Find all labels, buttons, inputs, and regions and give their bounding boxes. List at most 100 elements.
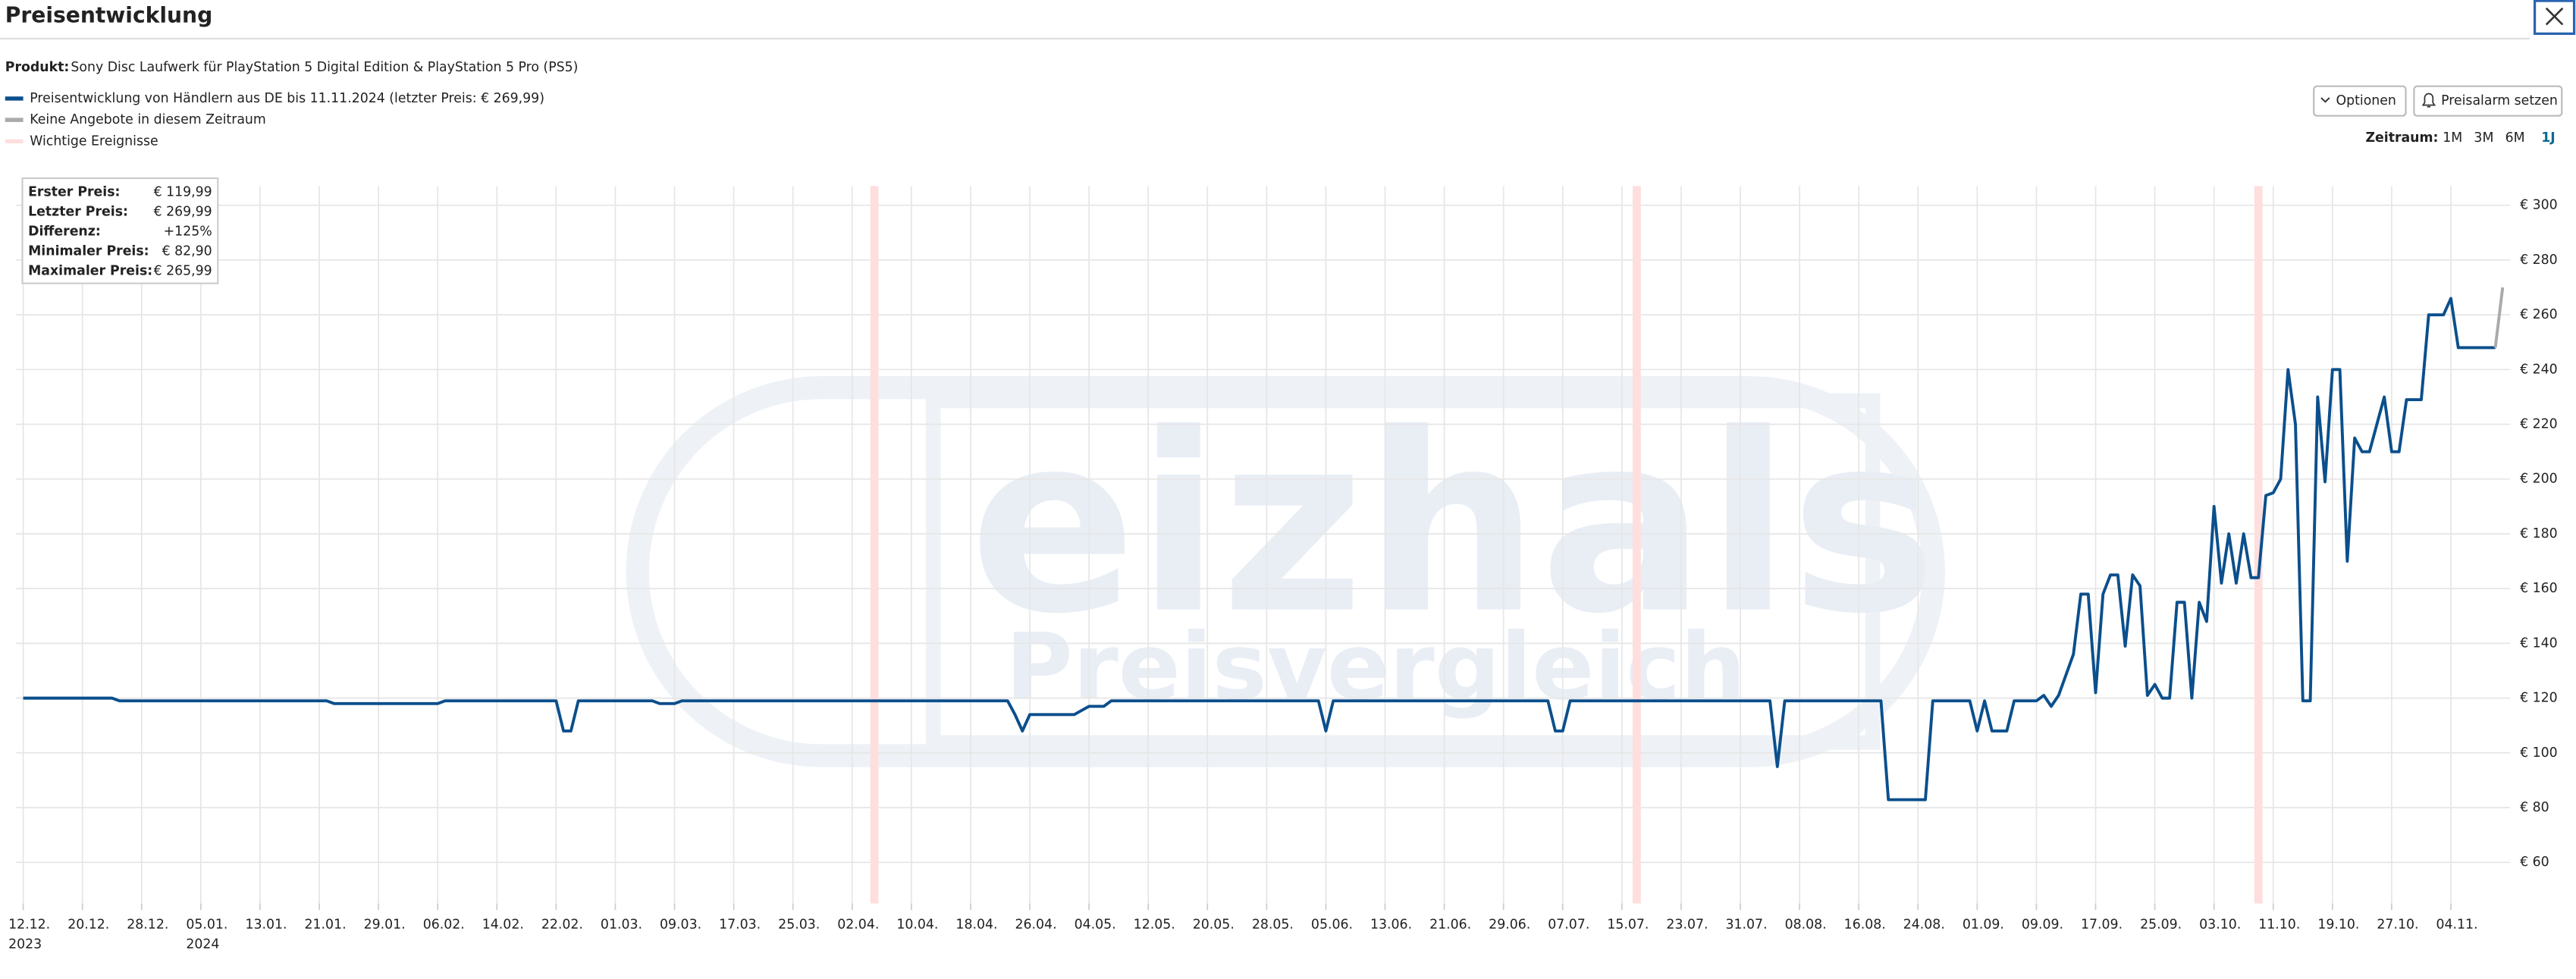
x-tick-label: 09.09. — [2022, 918, 2063, 933]
stats-value: +125% — [164, 224, 212, 239]
y-tick-label: € 200 — [2520, 472, 2558, 487]
x-tick-label: 09.03. — [660, 918, 701, 933]
range-option[interactable]: 1M — [2443, 130, 2462, 146]
x-tick-label: 08.08. — [1785, 918, 1827, 933]
y-tick-label: € 100 — [2520, 745, 2558, 761]
x-tick-label: 26.04. — [1015, 918, 1057, 933]
x-tick-label: 28.05. — [1252, 918, 1294, 933]
x-tick-year: 2024 — [186, 937, 219, 952]
price-line — [23, 297, 2496, 802]
y-tick-label: € 160 — [2520, 581, 2558, 596]
range-option-active[interactable]: 1J — [2541, 130, 2556, 146]
stats-key: Letzter Preis: — [28, 204, 128, 219]
x-tick-label: 17.03. — [719, 918, 761, 933]
x-tick-label: 25.09. — [2140, 918, 2182, 933]
lines — [23, 287, 2505, 802]
legend-label: Preisentwicklung von Händlern aus DE bis… — [30, 91, 544, 106]
x-tick-label: 06.02. — [423, 918, 465, 933]
x-tick-label: 20.05. — [1193, 918, 1235, 933]
x-tick-label: 29.06. — [1489, 918, 1530, 933]
x-tick-label: 19.10. — [2317, 918, 2359, 933]
x-tick-label: 05.01. — [186, 918, 227, 933]
legend-label: Wichtige Ereignisse — [30, 133, 158, 149]
stats-key: Maximaler Preis: — [28, 263, 152, 278]
legend-label: Keine Angebote in diesem Zeitraum — [30, 112, 266, 127]
x-tick-label: 14.02. — [482, 918, 524, 933]
x-tick-label: 07.07. — [1548, 918, 1589, 933]
button-label[interactable]: Preisalarm setzen — [2441, 93, 2558, 108]
x-tick-label: 23.07. — [1666, 918, 1708, 933]
y-tick-label: € 60 — [2520, 855, 2549, 870]
x-tick-year: 2023 — [8, 937, 42, 952]
y-tick-label: € 220 — [2520, 417, 2558, 432]
stats-box: Erster Preis: € 119,99 Letzter Preis: € 269… — [21, 177, 219, 284]
stats-value: € 119,99 — [154, 184, 212, 199]
x-tick-label: 27.10. — [2377, 918, 2418, 933]
stats-frame — [21, 177, 219, 284]
button-frame[interactable] — [2413, 85, 2563, 117]
stats-value: € 265,99 — [154, 263, 212, 278]
x-tick-label: 13.06. — [1370, 918, 1412, 933]
x-tick-label: 21.01. — [305, 918, 347, 933]
x-tick-label: 01.09. — [1963, 918, 2004, 933]
product-name: Sony Disc Laufwerk für PlayStation 5 Dig… — [71, 60, 578, 75]
y-tick-label: € 120 — [2520, 691, 2558, 706]
range-label: Zeitraum: — [2365, 130, 2438, 146]
x-tick-label: 04.05. — [1075, 918, 1116, 933]
x-tick-label: 28.12. — [127, 918, 168, 933]
y-tick-label: € 140 — [2520, 635, 2558, 651]
x-tick-label: 02.04. — [837, 918, 879, 933]
x-tick-label: 17.09. — [2081, 918, 2123, 933]
alarm-button[interactable]: Preisalarm setzen — [2413, 85, 2563, 117]
x-tick-label: 03.10. — [2199, 918, 2241, 933]
x-tick-label: 15.07. — [1607, 918, 1649, 933]
event-band — [1632, 186, 1641, 904]
x-tick-label: 13.01. — [245, 918, 287, 933]
price-line — [2493, 287, 2505, 348]
x-tick-label: 29.01. — [364, 918, 406, 933]
x-tick-label: 04.11. — [2436, 918, 2478, 933]
x-tick-label: 16.08. — [1844, 918, 1886, 933]
x-tick-label: 24.08. — [1903, 918, 1945, 933]
close-icon[interactable] — [2545, 7, 2564, 26]
range-option[interactable]: 3M — [2474, 130, 2493, 146]
x-tick-label: 12.12. — [8, 918, 50, 933]
event-band — [870, 186, 879, 904]
bell-icon[interactable] — [2421, 93, 2436, 108]
event-band — [2254, 186, 2263, 904]
events — [870, 186, 2263, 904]
x-tick-label: 22.02. — [541, 918, 583, 933]
product-label: Produkt: — [5, 60, 70, 75]
close-button[interactable] — [2533, 0, 2576, 36]
x-tick-label: 25.03. — [778, 918, 820, 933]
grid — [15, 186, 2511, 904]
button-label[interactable]: Optionen — [2336, 93, 2396, 108]
title: Preisentwicklung — [5, 3, 212, 28]
x-tick-label: 01.03. — [601, 918, 642, 933]
range-option[interactable]: 6M — [2505, 130, 2525, 146]
y-tick-label: € 300 — [2520, 198, 2558, 213]
options-button[interactable]: Optionen — [2313, 85, 2407, 117]
x-tick-label: 05.06. — [1311, 918, 1353, 933]
x-tick-label: 21.06. — [1429, 918, 1471, 933]
y-tick-label: € 240 — [2520, 362, 2558, 377]
x-tick-label: 18.04. — [955, 918, 997, 933]
x-tick-label: 10.04. — [896, 918, 938, 933]
button-frame[interactable] — [2313, 85, 2407, 117]
y-tick-label: € 180 — [2520, 526, 2558, 541]
stats-key: Erster Preis: — [28, 184, 120, 199]
y-tick-label: € 80 — [2520, 800, 2549, 815]
x-tick-label: 31.07. — [1726, 918, 1768, 933]
stats-value: € 82,90 — [162, 243, 212, 259]
stats-value: € 269,99 — [154, 204, 212, 219]
axes: € 60 € 80 € 100 € 120 € 140 € 160 € 180 € 200 € … — [8, 198, 2558, 952]
chevron-icon[interactable] — [2320, 97, 2330, 103]
y-tick-label: € 280 — [2520, 253, 2558, 268]
x-tick-label: 20.12. — [67, 918, 109, 933]
stats-key: Differenz: — [28, 224, 101, 239]
x-tick-label: 12.05. — [1134, 918, 1175, 933]
watermark-g — [925, 393, 1881, 750]
